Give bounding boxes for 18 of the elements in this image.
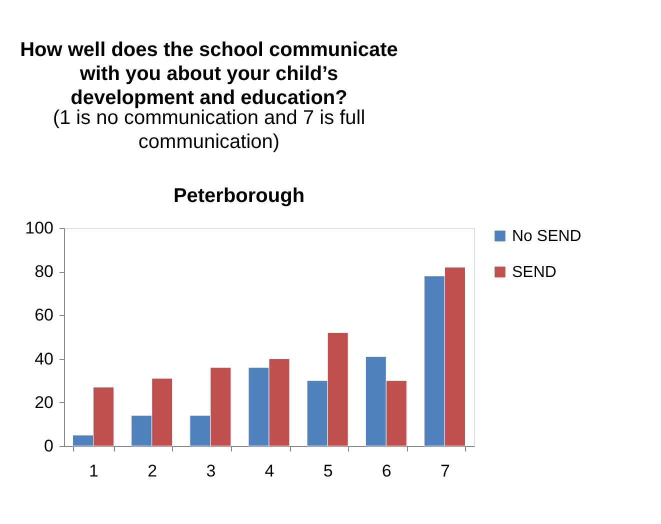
x-tick-label: 3 [206,462,216,480]
x-tick-label: 2 [148,462,158,480]
x-tick-label: 5 [323,462,333,480]
x-tick-label: 7 [440,462,450,480]
legend-label: SEND [512,264,556,281]
y-tick-label: 80 [34,262,54,282]
x-tick-label: 6 [382,462,392,480]
x-tick-label: 1 [89,462,99,480]
y-tick-label: 100 [25,218,54,238]
text: Peterborough [173,185,305,207]
chart-subtitle: (1 is no communication and 7 is full communication) [52,107,366,153]
y-tick-label: 40 [34,349,54,368]
y-tick-label: 20 [34,392,54,412]
legend-label: No SEND [512,228,582,245]
chart-title: How well does the school communicate with you about your child’s development and education? [20,39,398,109]
y-tick-label: 60 [34,306,54,325]
y-tick-label: 0 [44,436,54,456]
x-tick-label: 4 [264,462,274,480]
